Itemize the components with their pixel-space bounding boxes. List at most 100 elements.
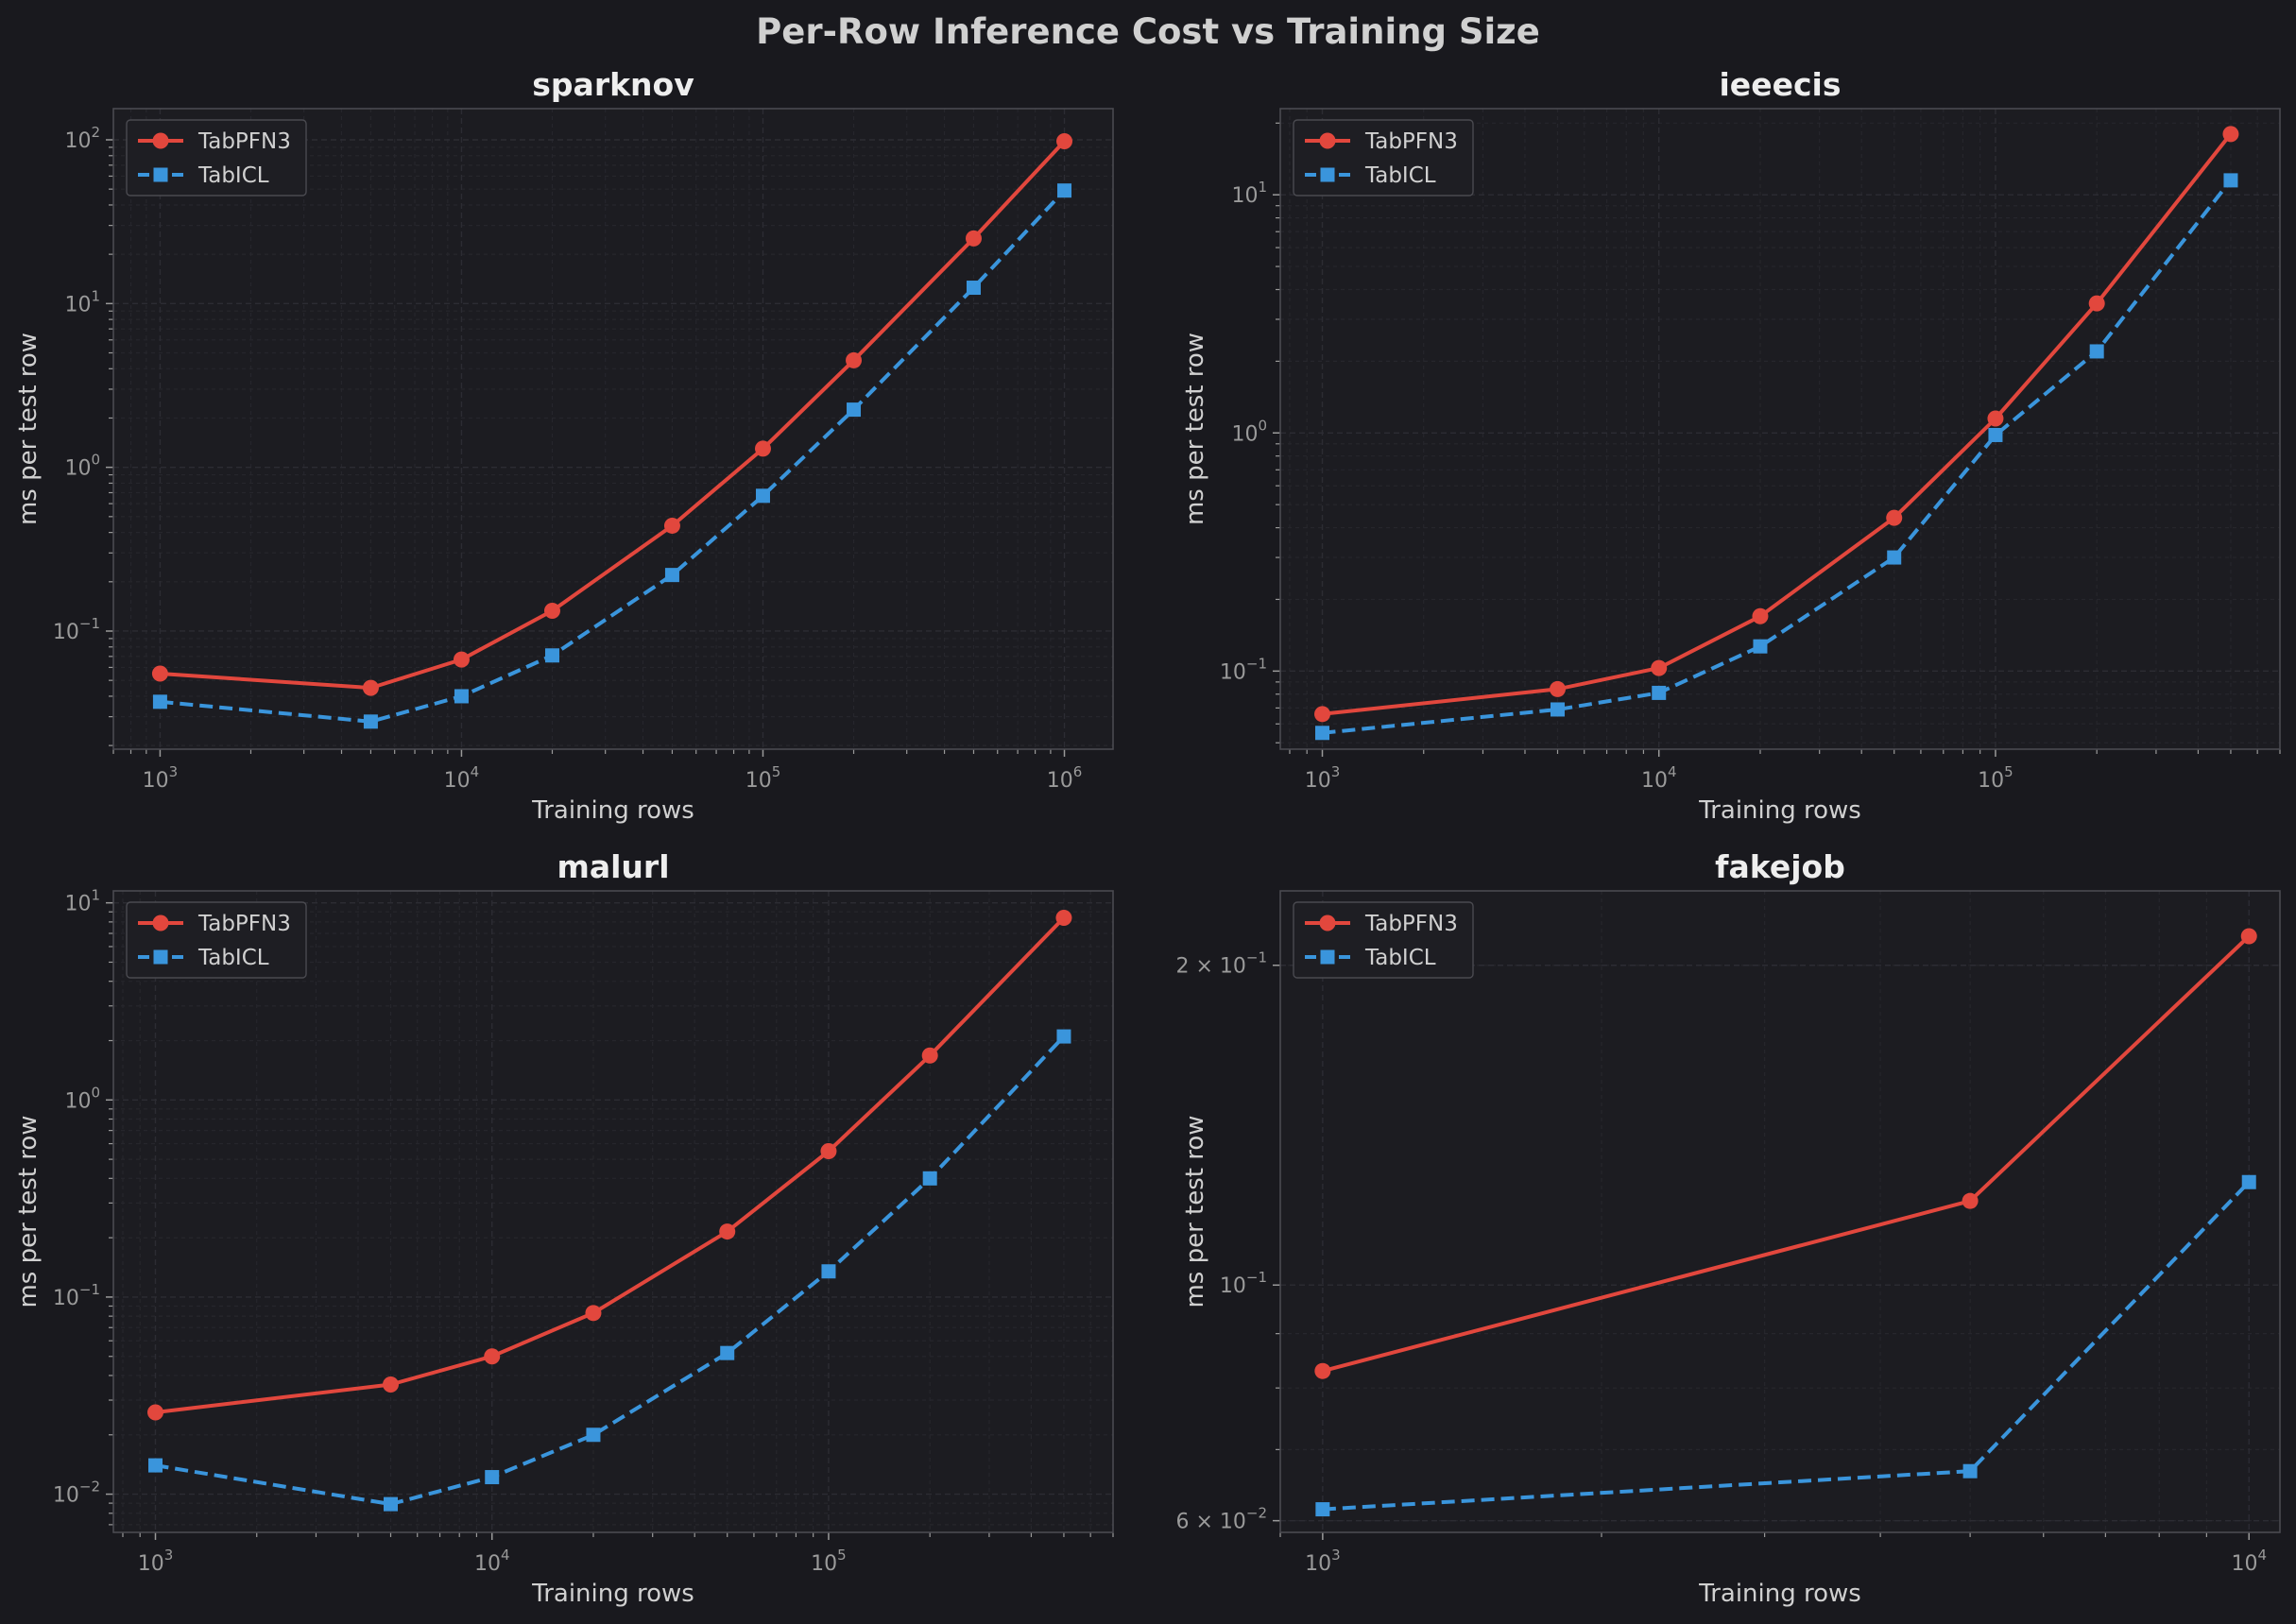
y-axis-label: ms per test row xyxy=(14,1115,43,1308)
data-point xyxy=(1962,1192,1979,1209)
series-line xyxy=(1322,179,2233,735)
data-point xyxy=(1886,509,1903,526)
data-point xyxy=(720,1345,735,1360)
data-point xyxy=(1056,133,1073,150)
legend-label: TabPFN3 xyxy=(1364,912,1458,936)
y-tick-label: 101 xyxy=(1231,179,1267,208)
y-tick-label: 100 xyxy=(64,452,100,481)
legend-label: TabICL xyxy=(197,163,269,188)
data-point xyxy=(485,1470,500,1485)
data-point xyxy=(663,517,680,534)
data-point xyxy=(921,1047,938,1064)
series-line xyxy=(1322,132,2233,716)
ticks xyxy=(106,901,1114,1540)
data-point xyxy=(820,1142,837,1159)
series-line xyxy=(155,916,1066,1414)
data-point xyxy=(362,679,379,696)
data-point xyxy=(585,1305,602,1322)
data-point xyxy=(453,651,470,668)
x-tick-label: 105 xyxy=(811,1547,847,1576)
legend-marker xyxy=(152,915,169,932)
data-point xyxy=(1962,1463,1978,1479)
y-tick-label: 101 xyxy=(64,887,100,916)
legend: TabPFN3 TabICL xyxy=(1293,901,1474,979)
y-tick-label: 10−1 xyxy=(1220,1269,1267,1298)
legend-marker xyxy=(1319,132,1336,149)
legend: TabPFN3 TabICL xyxy=(126,119,307,197)
legend-label: TabICL xyxy=(1364,163,1436,188)
data-point xyxy=(1055,909,1072,926)
data-point xyxy=(1550,702,1565,717)
x-axis-label: Training rows xyxy=(1698,796,1861,825)
legend: TabPFN3 TabICL xyxy=(126,901,307,979)
legend-marker xyxy=(152,132,169,149)
data-point xyxy=(1056,1029,1071,1044)
data-point xyxy=(586,1427,601,1443)
series-TabPFN3 xyxy=(147,909,1072,1421)
series-TabICL xyxy=(1315,173,2238,741)
data-point xyxy=(147,1404,164,1421)
data-point xyxy=(1549,680,1566,697)
subplot-title: malurl xyxy=(557,848,669,885)
x-tick-label: 103 xyxy=(143,763,179,793)
y-tick-label: 101 xyxy=(64,287,100,316)
series-TabPFN3 xyxy=(151,133,1073,696)
figure-title: Per-Row Inference Cost vs Training Size xyxy=(756,11,1540,52)
data-point xyxy=(2241,1174,2256,1189)
y-axis-label: ms per test row xyxy=(1181,1115,1209,1308)
x-tick-label: 103 xyxy=(1305,763,1341,793)
plot-area xyxy=(113,891,1113,1532)
data-point xyxy=(719,1223,736,1240)
legend: TabPFN3 TabICL xyxy=(1293,119,1474,197)
subplot-title: ieeecis xyxy=(1720,66,1842,103)
data-point xyxy=(454,689,469,704)
data-point xyxy=(1314,1362,1331,1379)
data-point xyxy=(1752,607,1769,624)
y-tick-label: 102 xyxy=(64,124,100,153)
data-point xyxy=(151,665,168,682)
x-tick-label: 103 xyxy=(1305,1547,1341,1576)
subplot-title: sparknov xyxy=(532,66,694,103)
series-TabPFN3 xyxy=(1314,928,2257,1379)
subplot-title: fakejob xyxy=(1715,848,1845,885)
data-point xyxy=(484,1348,501,1365)
data-point xyxy=(1314,706,1331,723)
legend-label: TabICL xyxy=(1364,946,1436,970)
x-tick-label: 106 xyxy=(1047,763,1083,793)
x-tick-label: 105 xyxy=(745,763,781,793)
plot-area xyxy=(1280,109,2280,749)
data-point xyxy=(2222,126,2239,143)
subplot-fakejob: 103 104 6 × 10−2 10−1 2 × 10−1 TabPFN3 TabICL f… xyxy=(1175,848,2281,1608)
data-point xyxy=(821,1264,836,1279)
y-axis-label: ms per test row xyxy=(1181,333,1209,525)
legend-marker xyxy=(1319,915,1336,932)
data-point xyxy=(846,351,863,368)
data-point xyxy=(1057,183,1072,198)
data-point xyxy=(382,1376,399,1393)
legend-marker xyxy=(153,949,168,965)
ticks xyxy=(1273,122,2281,757)
y-tick-label: 6 × 10−2 xyxy=(1175,1505,1267,1534)
data-point xyxy=(2088,295,2105,312)
series-TabICL xyxy=(148,1029,1071,1512)
x-tick-label: 104 xyxy=(2231,1547,2267,1576)
subplots: 103 104 105 106 10−1 100 101 102 TabPFN3 TabICL sp… xyxy=(14,66,2281,1608)
data-point xyxy=(966,281,981,296)
y-tick-label: 100 xyxy=(1231,417,1267,446)
axes-frame xyxy=(112,108,1114,750)
legend-label: TabPFN3 xyxy=(197,912,291,936)
data-point xyxy=(965,230,982,247)
subplot-sparknov: 103 104 105 106 10−1 100 101 102 TabPFN3 TabICL sp… xyxy=(14,66,1114,825)
series-TabPFN3 xyxy=(1314,126,2239,723)
y-tick-label: 10−2 xyxy=(53,1479,100,1508)
legend-marker xyxy=(153,167,168,182)
data-point xyxy=(1987,410,2004,427)
x-axis-label: Training rows xyxy=(531,1580,694,1608)
data-point xyxy=(152,694,167,709)
data-point xyxy=(1887,550,1902,565)
data-point xyxy=(363,714,378,729)
series-line xyxy=(1322,1180,2251,1512)
y-tick-label: 10−1 xyxy=(53,1281,100,1310)
gridlines xyxy=(113,891,1114,1532)
